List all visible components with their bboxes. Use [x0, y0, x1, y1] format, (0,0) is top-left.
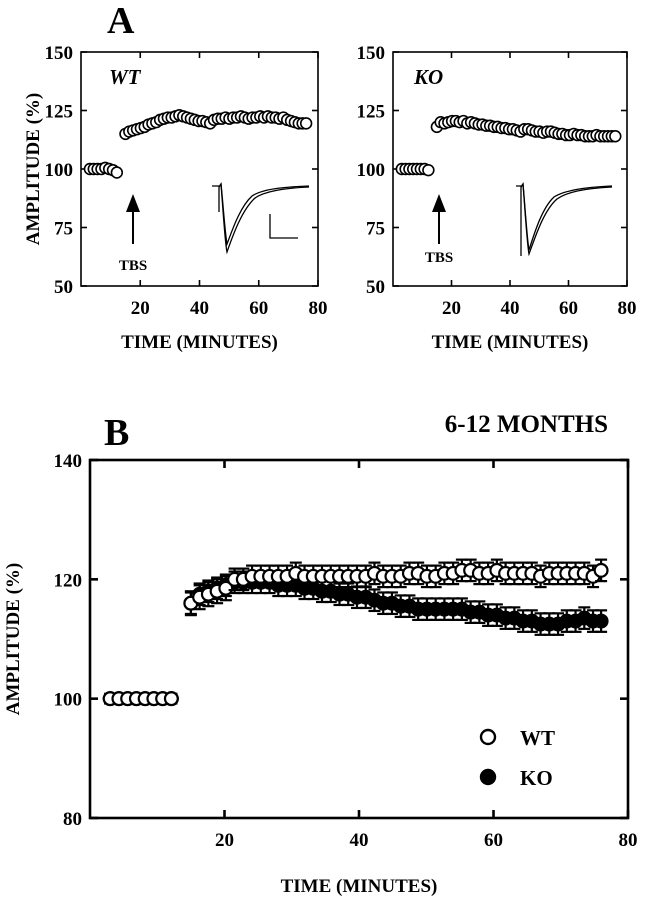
data-point-open	[609, 130, 622, 143]
x-tick-label: 40	[350, 830, 369, 851]
y-tick-label: 150	[357, 43, 386, 64]
y-tick-label: 50	[54, 277, 73, 298]
panel-b-chart: 80 100 120 140 20 40 60 80 TIME (MINUTES) AMPLITU…	[3, 411, 638, 897]
x-axis-title: TIME (MINUTES)	[121, 332, 278, 353]
legend-marker-wt	[479, 728, 497, 746]
plot-frame	[88, 458, 630, 820]
scale-bar	[269, 214, 298, 239]
legend-label-ko: KO	[520, 766, 553, 790]
y-tick-label: 80	[63, 809, 82, 830]
y-tick-label: 100	[357, 160, 386, 181]
x-tick-label: 20	[442, 298, 461, 319]
y-axis-title: AMPLITUDE (%)	[23, 93, 44, 246]
tbs-label: TBS	[425, 250, 453, 266]
data-point-filled	[593, 613, 609, 629]
data-point-open	[422, 163, 435, 177]
y-tick-label: 100	[45, 160, 74, 181]
x-tick-label: 60	[484, 830, 503, 851]
legend-label-wt: WT	[520, 726, 555, 750]
data-point-open	[593, 562, 609, 578]
x-axis-title: TIME (MINUTES)	[281, 876, 438, 897]
panel-a-label: A	[107, 0, 135, 42]
epsp-trace-post	[218, 182, 310, 255]
tbs-label: TBS	[119, 258, 147, 274]
y-tick-label: 100	[54, 690, 83, 711]
y-tick-label: 50	[366, 277, 385, 298]
panel-a-ko-chart: 50 75 100 125 150 20 40 60 80 TIME (MINUTES) KO TBS	[357, 43, 637, 353]
y-tick-label: 75	[54, 219, 73, 240]
x-tick-label: 60	[559, 298, 578, 319]
panel-b-label: B	[104, 412, 129, 454]
y-tick-label: 120	[54, 570, 83, 591]
x-tick-label: 20	[131, 298, 150, 319]
epsp-trace-post	[520, 182, 613, 257]
panel-a-wt-chart: 50 75 100 125 150 20 40 60 80 TIME (MINUTES) AMPLI…	[23, 43, 328, 353]
y-tick-label: 125	[45, 102, 74, 123]
x-tick-label: 20	[215, 830, 234, 851]
data-point-open	[163, 691, 179, 707]
epsp-trace	[212, 182, 310, 247]
x-tick-label: 80	[619, 830, 638, 851]
x-tick-label: 60	[249, 298, 268, 319]
x-tick-label: 40	[190, 298, 209, 319]
y-tick-label: 150	[45, 43, 74, 64]
data-point-open	[218, 580, 234, 596]
data-point-open	[299, 117, 313, 130]
x-tick-label: 40	[501, 298, 520, 319]
y-tick-label: 140	[54, 451, 83, 472]
y-axis-title: AMPLITUDE (%)	[3, 563, 24, 716]
x-tick-label: 80	[309, 298, 328, 319]
x-tick-label: 80	[618, 298, 637, 319]
chart-title: 6-12 MONTHS	[445, 411, 608, 438]
x-axis-title: TIME (MINUTES)	[432, 332, 589, 353]
data-point-open	[110, 166, 124, 179]
y-tick-label: 125	[357, 102, 386, 123]
y-tick-label: 75	[366, 219, 385, 240]
tbs-arrow-icon	[126, 194, 140, 212]
genotype-label-wt: WT	[109, 65, 142, 89]
legend-marker-ko	[479, 768, 497, 786]
genotype-label-ko: KO	[413, 65, 443, 89]
tbs-arrow-icon	[432, 194, 446, 212]
